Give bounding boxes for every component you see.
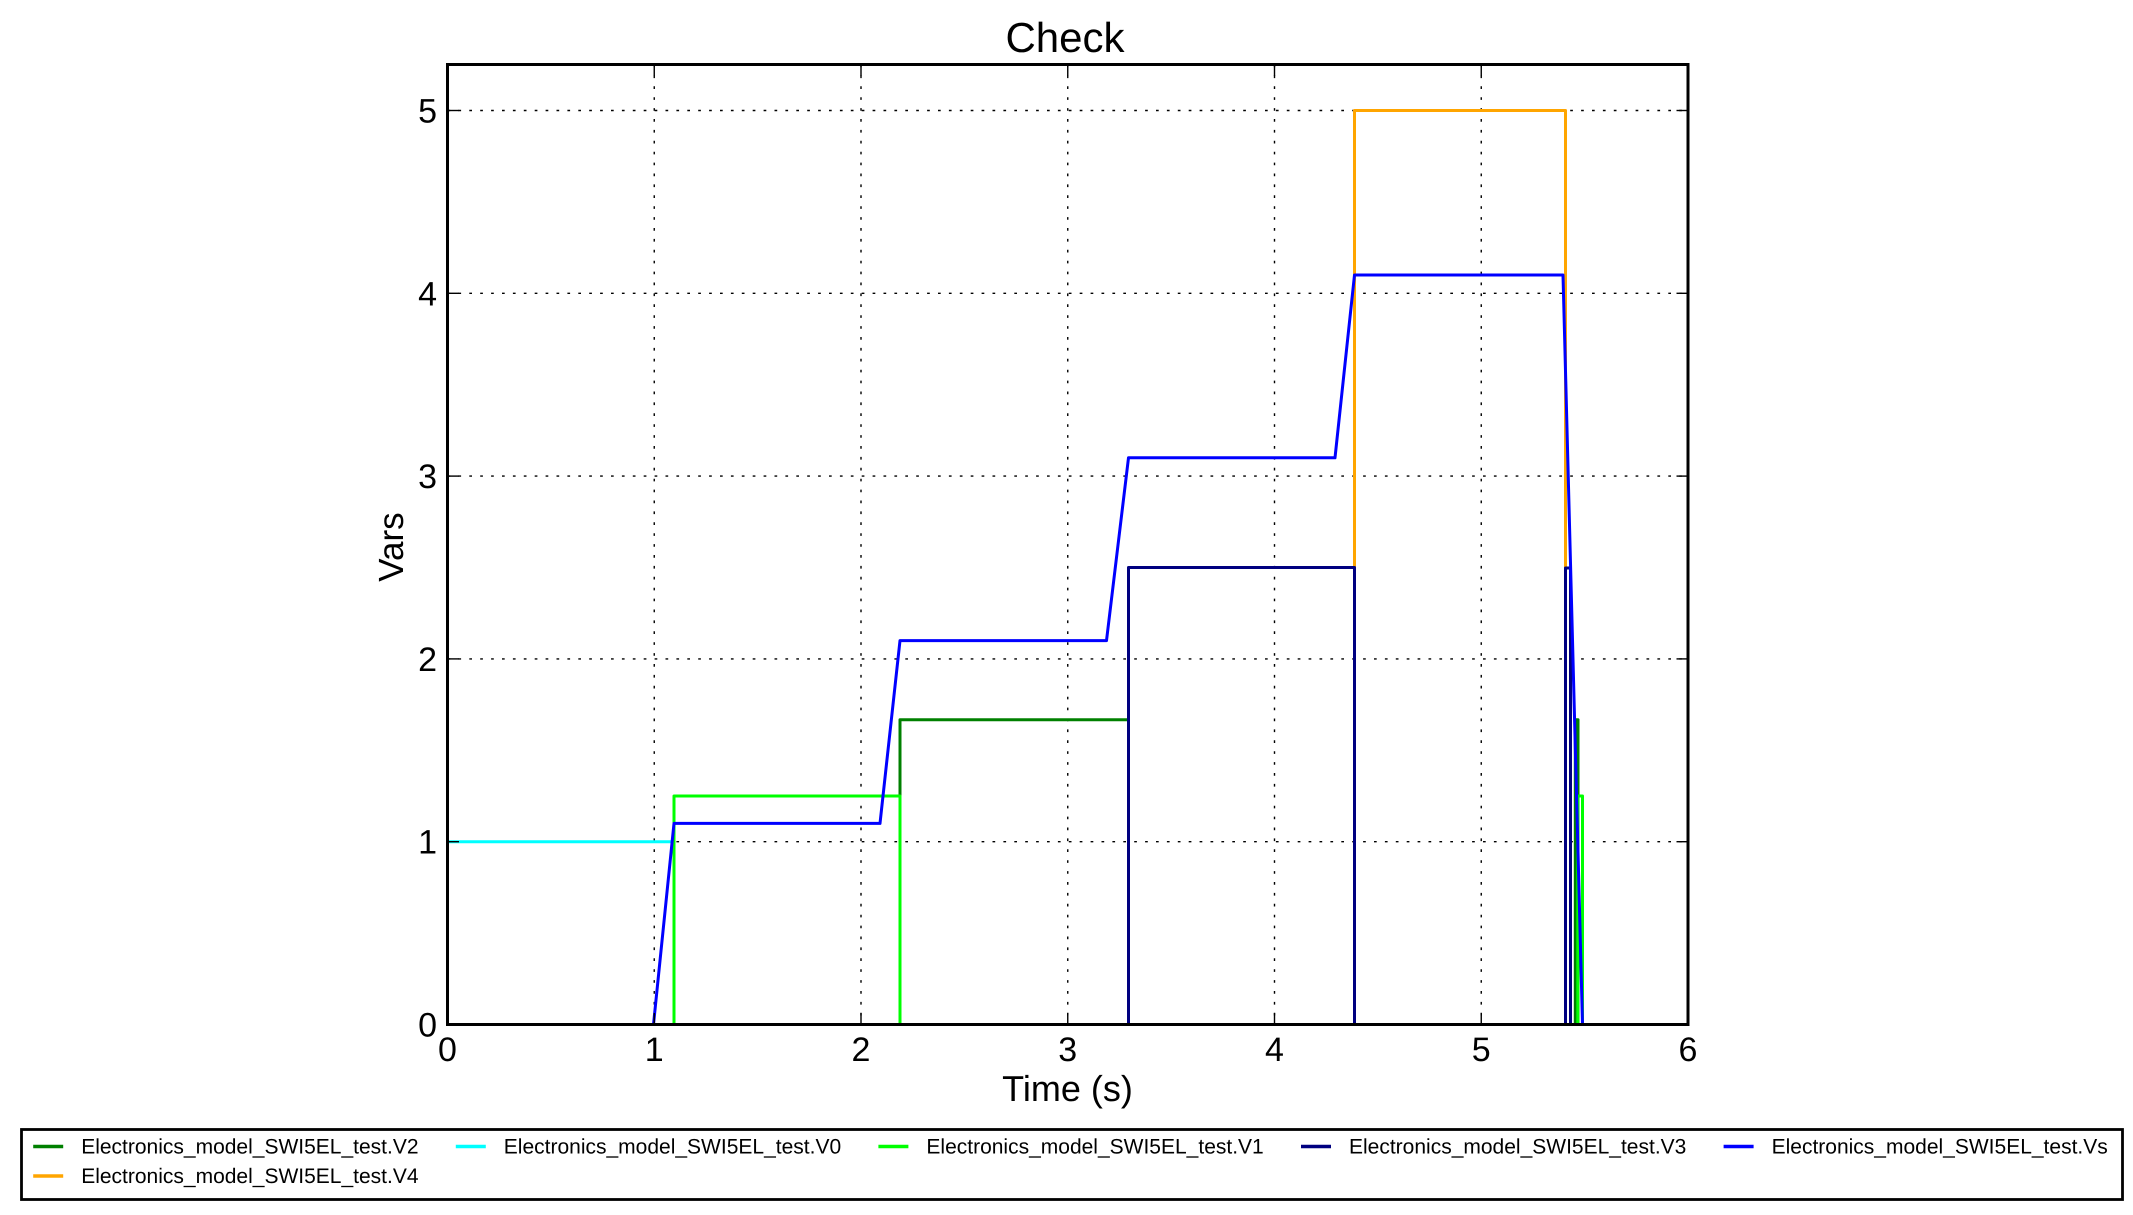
svg-text:Time (s): Time (s) [1002, 1068, 1133, 1109]
svg-text:Electronics_model_SWI5EL_test.: Electronics_model_SWI5EL_test.Vs [1772, 1136, 2108, 1159]
svg-text:6: 6 [1679, 1031, 1698, 1069]
svg-text:3: 3 [418, 458, 437, 496]
svg-text:3: 3 [1058, 1031, 1077, 1069]
svg-text:2: 2 [418, 641, 437, 679]
svg-text:Vars: Vars [372, 512, 411, 581]
svg-text:1: 1 [645, 1031, 664, 1069]
svg-text:5: 5 [1472, 1031, 1491, 1069]
svg-text:0: 0 [418, 1007, 437, 1045]
svg-text:Electronics_model_SWI5EL_test.: Electronics_model_SWI5EL_test.V3 [1349, 1136, 1686, 1159]
svg-text:2: 2 [852, 1031, 871, 1069]
svg-text:4: 4 [1265, 1031, 1284, 1069]
svg-text:Check: Check [1005, 14, 1125, 61]
svg-text:1: 1 [418, 824, 437, 862]
svg-text:Electronics_model_SWI5EL_test.: Electronics_model_SWI5EL_test.V1 [926, 1136, 1263, 1159]
svg-text:0: 0 [438, 1031, 457, 1069]
svg-text:Electronics_model_SWI5EL_test.: Electronics_model_SWI5EL_test.V0 [504, 1136, 841, 1159]
svg-text:Electronics_model_SWI5EL_test.: Electronics_model_SWI5EL_test.V4 [81, 1165, 419, 1188]
svg-text:4: 4 [418, 275, 437, 313]
svg-text:Electronics_model_SWI5EL_test.: Electronics_model_SWI5EL_test.V2 [81, 1136, 418, 1159]
svg-text:5: 5 [418, 93, 437, 131]
